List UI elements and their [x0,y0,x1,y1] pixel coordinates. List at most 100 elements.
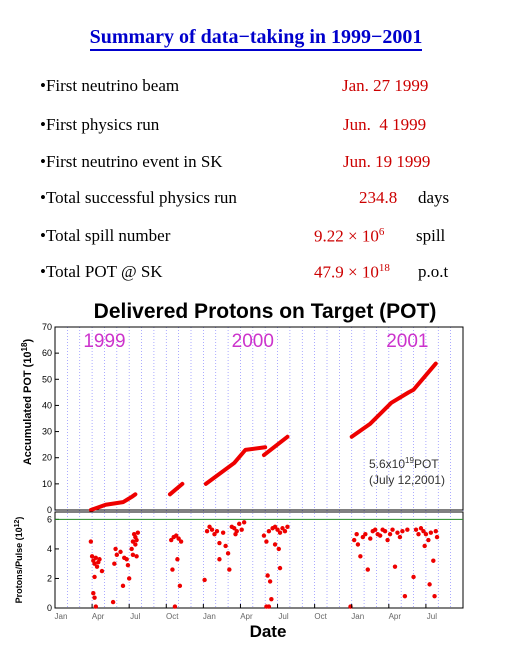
protons-per-pulse-point [134,554,139,559]
x-tick-label: Jul [130,612,140,621]
protons-per-pulse-point [209,527,215,532]
accumulated-pot-segment [167,481,185,497]
year-label: 1999 [83,331,125,352]
protons-per-pulse-point [402,593,408,599]
protons-per-pulse-point [110,599,116,605]
lower-y-tick-label: 2 [47,573,52,583]
x-axis-label: Date [250,622,287,641]
protons-per-pulse-point [232,526,237,531]
summary-row-first-physics-run: •First physics run Jun. 4 1999 [40,115,500,139]
protons-per-pulse-point [428,530,434,535]
protons-per-pulse-point [269,596,274,602]
summary-row-total-run: •Total successful physics run 234.8 days [40,188,500,212]
summary-value: 234.8 [359,188,398,207]
protons-per-pulse-point [400,529,405,534]
protons-per-pulse-point [225,551,231,556]
protons-per-pulse-point [266,604,272,609]
protons-per-pulse-point [363,531,368,537]
protons-per-pulse-point [207,524,212,529]
upper-y-tick-label: 20 [42,453,52,463]
protons-per-pulse-point [277,530,283,535]
summary-label: •Total spill number [40,226,171,245]
protons-per-pulse-point [395,530,400,535]
summary-label: •First neutrino beam [40,76,180,95]
protons-per-pulse-point [413,527,419,532]
protons-per-pulse-point [423,531,429,537]
protons-per-pulse-point [264,539,269,544]
protons-per-pulse-point [97,557,102,562]
protons-per-pulse-point [93,555,99,560]
protons-per-pulse-point [176,536,181,541]
summary-value: 9.22 × 106 [314,226,385,246]
accumulated-pot-segment [88,492,138,512]
protons-per-pulse-point [178,539,184,544]
lower-y-axis-label: Protons/Pulse (1012) [14,517,24,604]
protons-per-pulse-point [118,549,123,555]
protons-per-pulse-point [170,567,175,572]
accumulated-pot-segment [203,445,268,486]
upper-y-tick-label: 30 [42,427,52,437]
chart-title: Delivered Protons on Target (POT) [94,300,437,323]
protons-per-pulse-point [88,539,94,544]
protons-per-pulse-point [204,529,210,534]
protons-per-pulse-point [368,536,373,541]
protons-per-pulse-point [169,537,174,543]
protons-per-pulse-point [431,558,436,563]
protons-per-pulse-point [212,531,217,537]
upper-y-tick-label: 70 [42,322,52,332]
protons-per-pulse-point [120,583,126,589]
summary-value: Jan. 27 1999 [342,76,429,95]
x-tick-label: Jan [351,612,364,621]
protons-per-pulse-point [134,537,139,543]
upper-y-tick-label: 40 [42,400,52,410]
protons-per-pulse-point [275,527,280,532]
summary-label: •Total POT @ SK [40,262,163,281]
protons-per-pulse-point [92,595,97,600]
protons-per-pulse-point [220,530,226,535]
summary-label: •First physics run [40,115,160,134]
protons-per-pulse-point [426,537,431,543]
protons-per-pulse-point [92,574,97,580]
protons-per-pulse-point [421,529,426,534]
protons-per-pulse-point [385,537,390,543]
pot-annotation: 5.6x1019POT (July 12,2001) [369,456,445,487]
protons-per-pulse-point [237,521,242,527]
protons-per-pulse-point [114,552,120,558]
protons-per-pulse-point [233,531,238,537]
protons-per-pulse-point [355,542,361,547]
upper-y-tick-label: 10 [42,479,52,489]
protons-per-pulse-point [285,524,290,529]
lower-panel-frame [54,511,464,609]
protons-per-pulse-point [124,557,129,562]
x-tick-label: Oct [314,612,327,621]
protons-per-pulse-point [377,533,383,538]
x-tick-label: Apr [92,612,105,621]
x-tick-label: Oct [166,612,179,621]
x-tick-label: Jul [427,612,437,621]
protons-per-pulse-point [177,583,183,589]
upper-y-tick-label: 0 [47,505,52,515]
protons-per-pulse-point [239,527,244,532]
upper-y-tick-label: 50 [42,374,52,384]
protons-per-pulse-point [112,561,117,566]
protons-per-pulse-point [217,557,222,562]
protons-per-pulse-point [365,567,370,572]
summary-unit: spill [416,226,446,245]
protons-per-pulse-point [276,546,281,552]
summary-unit: days [418,188,450,207]
protons-per-pulse-point [217,540,222,546]
protons-per-pulse-point [130,552,136,558]
protons-per-pulse-point [434,534,440,540]
lower-y-tick-label: 6 [47,514,52,524]
protons-per-pulse-point [358,554,363,559]
accumulated-pot-segment [261,434,290,458]
summary-row-spill-number: •Total spill number 9.22 × 106 spill [40,226,500,250]
protons-per-pulse-point [390,527,395,532]
summary-row-total-pot: •Total POT @ SK 47.9 × 1018 p.o.t [40,262,500,286]
lower-y-tick-label: 0 [47,603,52,613]
upper-y-axis-label: Accumulated POT (1018) [20,339,34,466]
pot-chart: Delivered Protons on Target (POT) 010203… [14,300,464,641]
x-tick-label: Apr [389,612,402,621]
protons-per-pulse-point [373,527,378,532]
protons-per-pulse-point [280,526,285,531]
